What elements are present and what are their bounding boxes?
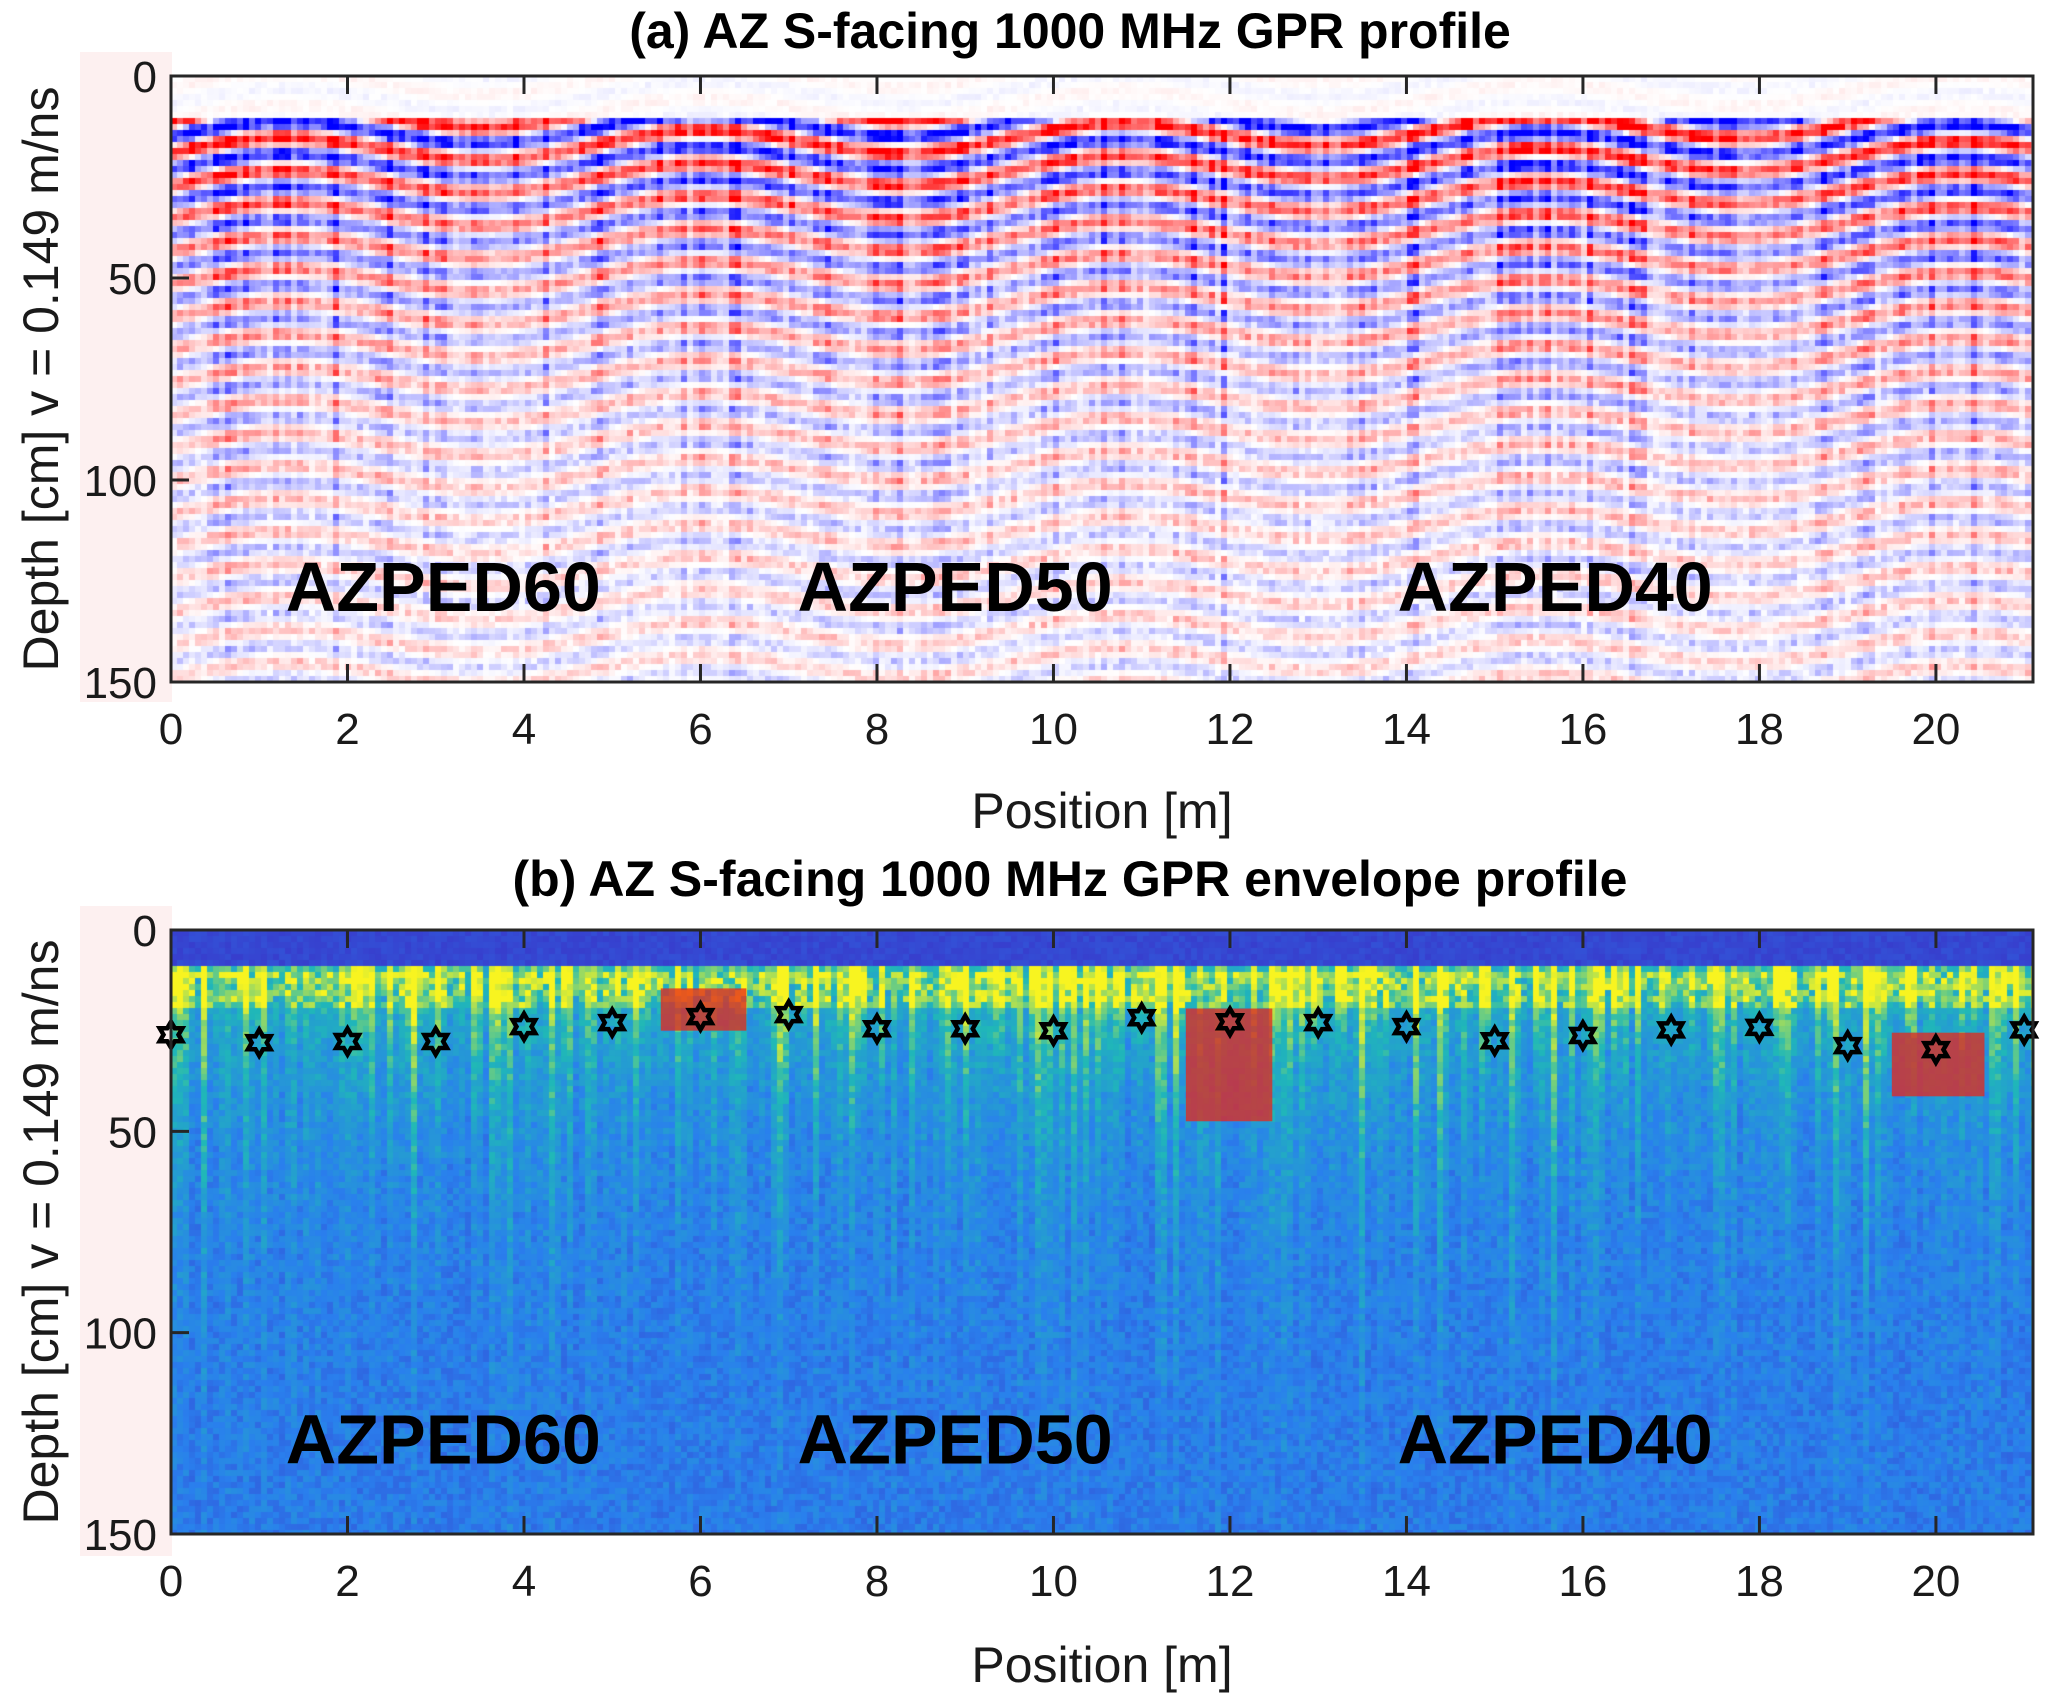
y-tick-label: 150 xyxy=(84,659,157,708)
panel-b: (b) AZ S-facing 1000 MHz GPR envelope pr… xyxy=(13,851,2040,1693)
x-tick-label: 10 xyxy=(1029,705,1078,754)
x-tick-label: 12 xyxy=(1205,1557,1254,1606)
star-marker xyxy=(1038,1013,1069,1049)
x-tick-label: 6 xyxy=(688,1557,712,1606)
star-marker xyxy=(1655,1012,1687,1048)
y-tick-label: 0 xyxy=(133,907,157,956)
star-marker xyxy=(1832,1028,1863,1064)
x-tick-label: 10 xyxy=(1029,1557,1078,1606)
panel-a-xlabel: Position [m] xyxy=(971,783,1232,839)
y-tick-label: 100 xyxy=(84,457,157,506)
x-tick-label: 4 xyxy=(512,1557,536,1606)
star-marker xyxy=(950,1011,981,1047)
x-tick-label: 18 xyxy=(1735,1557,1784,1606)
region-label-azped60: AZPED60 xyxy=(286,548,601,626)
shaded-region-2 xyxy=(1185,1008,1273,1122)
star-marker xyxy=(508,1009,540,1045)
star-marker xyxy=(1920,1032,1952,1068)
star-marker xyxy=(332,1023,363,1060)
star-marker xyxy=(1744,1009,1775,1045)
y-tick-label: 0 xyxy=(133,53,157,102)
x-tick-label: 20 xyxy=(1911,705,1960,754)
y-tick-label: 50 xyxy=(108,1108,157,1157)
panel-a-heatmap xyxy=(171,76,2033,682)
star-marker xyxy=(1302,1005,1334,1041)
star-marker xyxy=(1391,1009,1422,1045)
x-tick-label: 8 xyxy=(865,705,889,754)
y-tick-label: 150 xyxy=(84,1511,157,1560)
x-tick-label: 4 xyxy=(512,705,536,754)
star-marker xyxy=(420,1023,451,1060)
x-tick-label: 2 xyxy=(335,1557,359,1606)
y-tick-label: 50 xyxy=(108,255,157,304)
x-tick-label: 20 xyxy=(1911,1557,1960,1606)
x-tick-label: 2 xyxy=(335,705,359,754)
star-marker xyxy=(1567,1017,1599,1054)
star-marker xyxy=(1214,1004,1246,1040)
y-tick-label: 100 xyxy=(84,1310,157,1359)
x-tick-label: 6 xyxy=(688,705,712,754)
panel-a-axes-frame xyxy=(169,74,2035,684)
panel-a-title: (a) AZ S-facing 1000 MHz GPR profile xyxy=(629,3,1511,59)
star-marker xyxy=(1126,1000,1157,1036)
panel-b-axes-frame xyxy=(169,928,2035,1536)
panel-b-ylabel: Depth [cm] v = 0.149 m/ns xyxy=(13,940,69,1525)
x-tick-label: 18 xyxy=(1735,705,1784,754)
panel-b-xlabel: Position [m] xyxy=(971,1637,1232,1693)
star-marker xyxy=(1479,1023,1510,1059)
ytick-label-background xyxy=(80,906,172,1556)
x-tick-label: 8 xyxy=(865,1557,889,1606)
panel-b-title: (b) AZ S-facing 1000 MHz GPR envelope pr… xyxy=(513,851,1628,907)
ytick-label-background xyxy=(80,52,172,702)
panel-a-ylabel: Depth [cm] v = 0.149 m/ns xyxy=(13,87,69,672)
region-label-azped50: AZPED50 xyxy=(798,548,1113,626)
x-tick-label: 0 xyxy=(159,1557,183,1606)
x-tick-label: 16 xyxy=(1558,705,1607,754)
x-tick-label: 14 xyxy=(1382,1557,1431,1606)
x-tick-label: 12 xyxy=(1205,705,1254,754)
x-tick-label: 14 xyxy=(1382,705,1431,754)
x-tick-label: 16 xyxy=(1558,1557,1607,1606)
region-label-azped60: AZPED60 xyxy=(286,1400,601,1478)
region-label-azped40: AZPED40 xyxy=(1398,1400,1713,1478)
panel-b-heatmap xyxy=(171,930,2033,1534)
region-label-azped40: AZPED40 xyxy=(1398,548,1713,626)
star-marker xyxy=(861,1011,893,1047)
star-marker xyxy=(597,1005,628,1041)
star-marker xyxy=(685,999,716,1035)
region-label-azped50: AZPED50 xyxy=(798,1400,1113,1478)
panel-a: (a) AZ S-facing 1000 MHz GPR profile AZP… xyxy=(13,3,2035,839)
star-marker xyxy=(2008,1012,2040,1048)
star-marker xyxy=(244,1025,275,1061)
x-tick-label: 0 xyxy=(159,705,183,754)
star-marker xyxy=(773,997,804,1033)
